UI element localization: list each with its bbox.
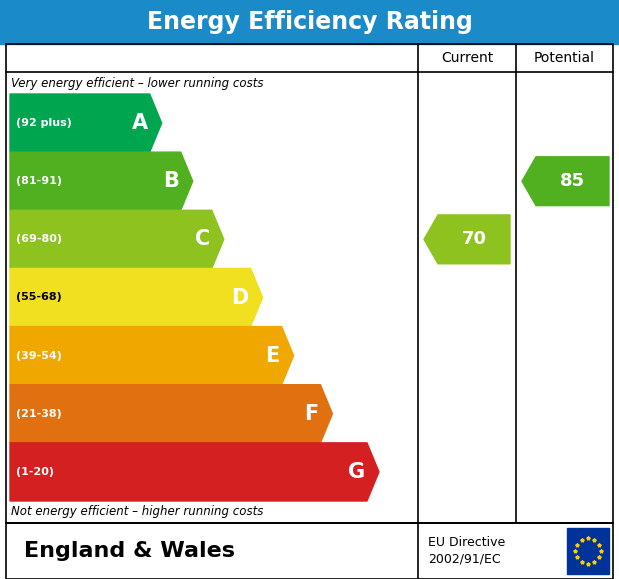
Bar — [6, 523, 613, 579]
Text: E: E — [266, 346, 280, 366]
Text: C: C — [194, 229, 210, 250]
Polygon shape — [10, 443, 379, 501]
Text: G: G — [348, 462, 365, 482]
Bar — [0, 0, 619, 44]
Polygon shape — [10, 269, 262, 327]
Text: Not energy efficient – higher running costs: Not energy efficient – higher running co… — [11, 505, 263, 519]
Text: (92 plus): (92 plus) — [16, 118, 72, 128]
Text: 70: 70 — [462, 230, 487, 248]
Text: (55-68): (55-68) — [16, 292, 62, 302]
Text: Energy Efficiency Rating: Energy Efficiency Rating — [147, 10, 472, 34]
Text: England & Wales: England & Wales — [24, 541, 235, 561]
Polygon shape — [10, 384, 332, 443]
Text: (81-91): (81-91) — [16, 176, 62, 186]
Polygon shape — [10, 94, 162, 152]
Text: (21-38): (21-38) — [16, 409, 62, 419]
Text: B: B — [163, 171, 179, 191]
Polygon shape — [424, 215, 510, 264]
Text: EU Directive
2002/91/EC: EU Directive 2002/91/EC — [428, 536, 505, 566]
Bar — [6, 44, 613, 523]
Text: 85: 85 — [560, 172, 585, 190]
Polygon shape — [10, 210, 223, 269]
Polygon shape — [522, 157, 609, 206]
Polygon shape — [10, 327, 293, 384]
Text: A: A — [132, 113, 148, 133]
Polygon shape — [10, 152, 193, 210]
Text: (39-54): (39-54) — [16, 351, 62, 361]
Bar — [567, 528, 609, 574]
Text: (69-80): (69-80) — [16, 234, 62, 244]
Text: Potential: Potential — [534, 51, 595, 65]
Text: Current: Current — [441, 51, 493, 65]
Text: F: F — [304, 404, 318, 424]
Text: D: D — [232, 288, 249, 307]
Text: (1-20): (1-20) — [16, 467, 54, 477]
Text: Very energy efficient – lower running costs: Very energy efficient – lower running co… — [11, 76, 264, 90]
